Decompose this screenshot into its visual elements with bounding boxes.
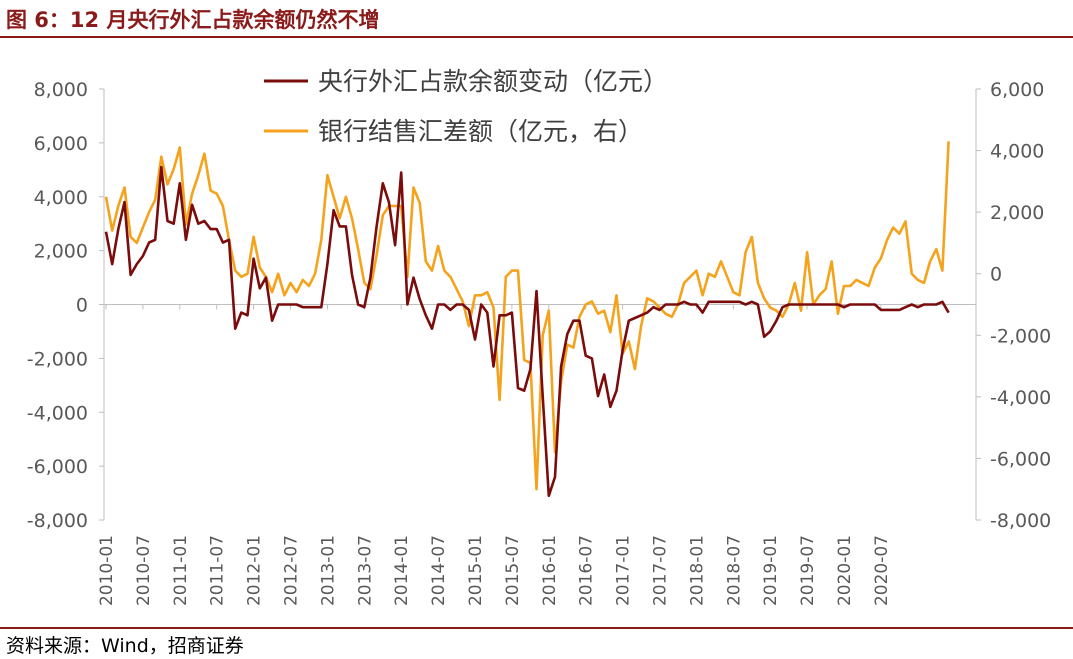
x-tick-label: 2010-07 xyxy=(134,535,154,606)
series-lines xyxy=(104,141,950,498)
legend-label: 央行外汇占款余额变动（亿元） xyxy=(318,67,668,96)
left-tick-label: 0 xyxy=(76,295,88,317)
right-tick-label: -4,000 xyxy=(990,387,1051,409)
source-note: 资料来源：Wind，招商证券 xyxy=(6,635,244,657)
right-tick-label: -8,000 xyxy=(990,510,1051,532)
x-tick-label: 2010-01 xyxy=(97,535,117,606)
x-tick-label: 2013-07 xyxy=(355,535,375,606)
x-tick-label: 2011-01 xyxy=(171,535,191,606)
left-tick-label: 2,000 xyxy=(34,241,88,263)
axes: -8,000 -6,000 -4,000 -2,000 0 2,000 4,000 6,000… xyxy=(27,79,1052,606)
legend-label: 银行结售汇差额（亿元，右） xyxy=(318,117,643,146)
x-tick-label: 2018-01 xyxy=(687,535,707,606)
right-tick-label: -2,000 xyxy=(990,325,1051,347)
x-tick-label: 2019-07 xyxy=(798,535,818,606)
x-tick-label: 2019-01 xyxy=(761,535,781,606)
x-tick-label: 2012-01 xyxy=(245,535,265,606)
x-tick-label: 2020-07 xyxy=(872,535,892,606)
x-tick-label: 2016-01 xyxy=(540,535,560,606)
x-tick-label: 2011-07 xyxy=(208,535,228,606)
left-tick-label: -6,000 xyxy=(27,456,88,478)
x-tick-label: 2017-07 xyxy=(651,535,671,606)
x-tick-label: 2017-01 xyxy=(614,535,634,606)
left-tick-label: 6,000 xyxy=(34,133,88,155)
x-tick-label: 2013-01 xyxy=(318,535,338,606)
left-tick-label: 8,000 xyxy=(34,79,88,101)
x-tick-label: 2012-07 xyxy=(282,535,302,606)
left-tick-label: -4,000 xyxy=(27,402,88,424)
legend: 央行外汇占款余额变动（亿元） 银行结售汇差额（亿元，右） xyxy=(264,67,668,146)
x-tick-label: 2020-01 xyxy=(835,535,855,606)
x-tick-label: 2015-01 xyxy=(466,535,486,606)
chart-title: 图 6：12 月央行外汇占款余额仍然不增 xyxy=(6,8,380,32)
right-tick-label: 2,000 xyxy=(990,202,1044,224)
x-tick-label: 2015-07 xyxy=(503,535,523,606)
source-rule xyxy=(0,627,1073,629)
x-tick-label: 2014-01 xyxy=(392,535,412,606)
title-rule xyxy=(0,36,1073,38)
right-tick-label: -6,000 xyxy=(990,448,1051,470)
right-tick-label: 4,000 xyxy=(990,141,1044,163)
left-tick-label: -2,000 xyxy=(27,348,88,370)
x-tick-label: 2018-07 xyxy=(724,535,744,606)
series-line-right xyxy=(104,141,950,491)
right-tick-label: 6,000 xyxy=(990,79,1044,101)
left-tick-label: 4,000 xyxy=(34,187,88,209)
x-tick-label: 2014-07 xyxy=(429,535,449,606)
left-tick-label: -8,000 xyxy=(27,510,88,532)
series-line-left xyxy=(104,165,950,498)
x-tick-label: 2016-07 xyxy=(577,535,597,606)
right-tick-label: 0 xyxy=(990,264,1002,286)
